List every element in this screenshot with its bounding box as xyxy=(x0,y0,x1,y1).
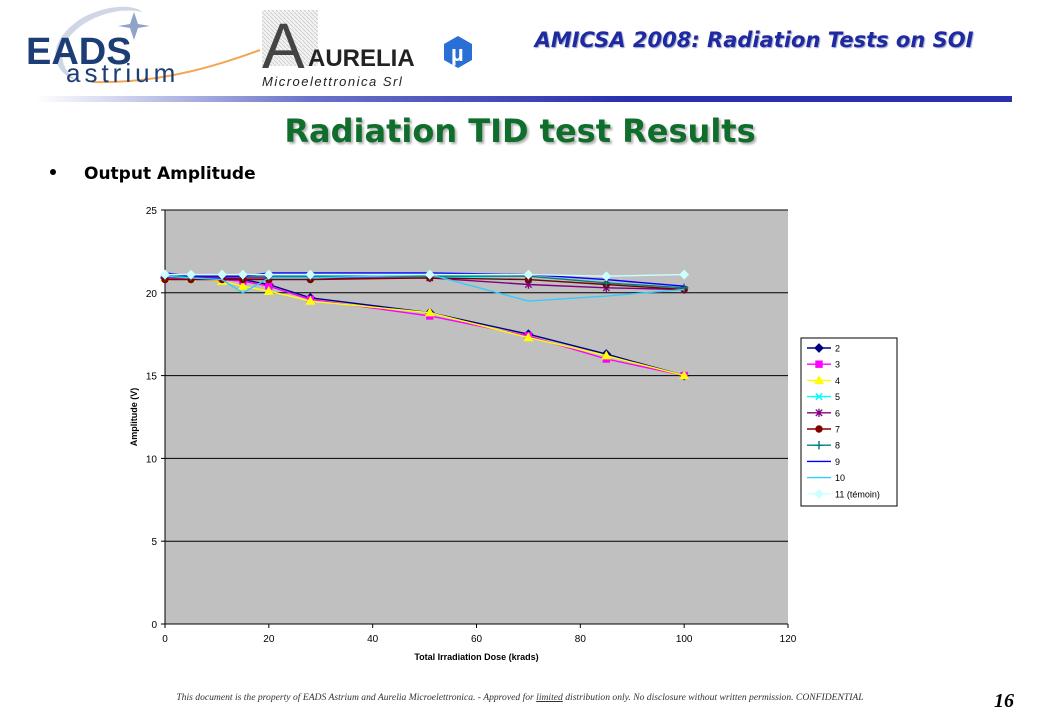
data-point xyxy=(813,375,825,385)
y-tick-label: 0 xyxy=(151,620,157,631)
data-point xyxy=(305,269,316,280)
aurelia-logo: A AURELIA Microelettronica Srl µ xyxy=(262,10,472,89)
legend-entry: 2 xyxy=(807,343,840,354)
legend-label: 6 xyxy=(835,408,840,418)
data-point xyxy=(679,283,689,293)
data-point xyxy=(186,269,196,280)
legend-entry: 9 xyxy=(807,457,840,467)
data-point xyxy=(814,343,824,353)
footer-text-start: This document is the property of EADS As… xyxy=(176,692,537,703)
x-tick-label: 20 xyxy=(263,634,275,645)
aurelia-initial: A xyxy=(262,10,305,82)
page-number: 16 xyxy=(994,690,1014,712)
legend-label: 4 xyxy=(835,376,840,386)
x-tick-label: 120 xyxy=(780,634,797,645)
legend-label: 3 xyxy=(835,360,840,370)
legend-label: 5 xyxy=(835,392,840,402)
data-point xyxy=(815,392,823,401)
data-point xyxy=(523,269,534,280)
x-tick-label: 80 xyxy=(575,634,587,645)
legend-entry: 10 xyxy=(807,473,845,483)
series-11 xyxy=(160,269,690,282)
data-point xyxy=(217,269,228,280)
y-tick-label: 20 xyxy=(146,289,158,300)
series-9 xyxy=(164,272,685,287)
confidentiality-footer: This document is the property of EADS As… xyxy=(0,692,1040,703)
y-tick-label: 5 xyxy=(151,537,157,548)
data-point xyxy=(523,332,534,342)
legend-label: 2 xyxy=(835,344,840,354)
data-point xyxy=(815,360,823,368)
x-tick-label: 40 xyxy=(367,634,379,645)
legend-label: 10 xyxy=(835,473,845,483)
header-divider xyxy=(36,96,1012,102)
legend-label: 11 (témoin) xyxy=(835,489,880,499)
legend-label: 8 xyxy=(835,441,840,451)
bullet-dot xyxy=(50,169,56,175)
aurelia-name: AURELIA xyxy=(308,45,415,72)
legend-entry: 8 xyxy=(807,441,840,451)
series-line xyxy=(164,273,685,302)
data-point xyxy=(679,269,690,280)
data-point xyxy=(815,425,823,433)
data-point xyxy=(263,269,274,280)
presentation-title: AMICSA 2008: Radiation Tests on SOI xyxy=(534,28,974,52)
data-point xyxy=(305,295,316,305)
aurelia-mu-symbol: µ xyxy=(451,41,464,66)
data-point xyxy=(237,269,248,280)
series-group xyxy=(159,269,690,381)
data-point xyxy=(424,307,435,317)
data-point xyxy=(814,488,824,499)
x-tick-label: 60 xyxy=(471,634,483,645)
x-tick-label: 0 xyxy=(162,634,168,645)
data-point xyxy=(814,441,824,450)
plot-background xyxy=(165,210,788,624)
legend-label: 9 xyxy=(835,457,840,467)
x-axis-title: Total Irradiation Dose (krads) xyxy=(414,652,538,662)
data-point xyxy=(601,350,612,360)
data-point xyxy=(815,408,823,417)
y-tick-label: 10 xyxy=(146,454,158,465)
plot-area xyxy=(165,209,788,625)
bullet-text: Output Amplitude xyxy=(84,164,256,184)
footer-text-underlined: limited xyxy=(536,692,563,703)
legend-entry: 6 xyxy=(807,408,840,418)
data-point xyxy=(263,285,274,295)
data-point xyxy=(679,370,690,380)
legend-entry: 11 (témoin) xyxy=(807,488,880,499)
data-point xyxy=(424,269,435,280)
y-axis-title: Amplitude (V) xyxy=(129,388,139,447)
legend-entry: 5 xyxy=(807,392,840,402)
data-point xyxy=(237,280,248,290)
legend-label: 7 xyxy=(835,425,840,435)
footer-text-end: distribution only. No disclosure without… xyxy=(562,692,864,703)
series-line xyxy=(165,273,685,277)
astrium-wordmark: astrium xyxy=(66,58,179,88)
y-tick-label: 25 xyxy=(146,206,158,217)
y-tick-label: 15 xyxy=(146,372,158,383)
eads-astrium-logo: EADS astrium xyxy=(26,6,261,88)
x-tick-label: 100 xyxy=(676,634,693,645)
data-point xyxy=(601,271,612,282)
slide-title: Radiation TID test Results xyxy=(284,112,756,150)
series-line xyxy=(164,272,685,287)
legend-entry: 4 xyxy=(807,375,840,386)
series-10 xyxy=(164,273,685,302)
eads-wordmark: EADS xyxy=(26,31,132,73)
aurelia-subtitle: Microelettronica Srl xyxy=(262,74,403,89)
bullet-item: Output Amplitude xyxy=(50,164,256,184)
data-point xyxy=(160,269,170,280)
legend: 2 3 4 5 6 7 8 9 10 11 (témoin) xyxy=(800,337,898,507)
legend-entry: 7 xyxy=(807,425,840,435)
series-line xyxy=(165,277,685,291)
legend-entry: 3 xyxy=(807,360,840,370)
